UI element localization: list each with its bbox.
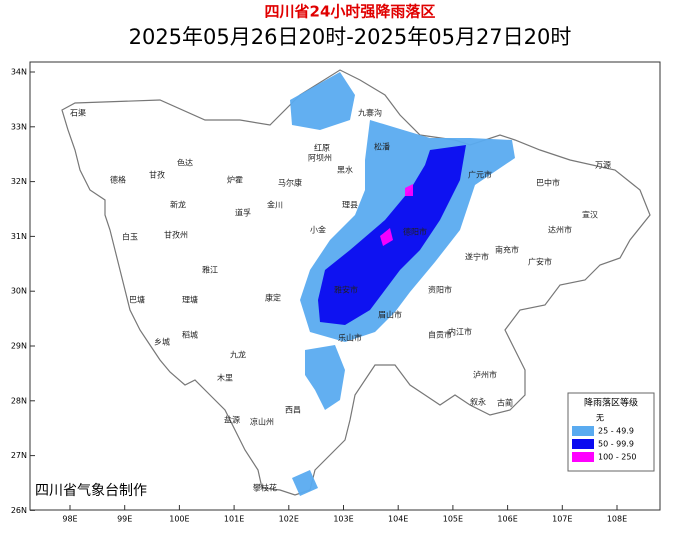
lon-tick-label: 98E — [62, 515, 77, 524]
rain-area — [405, 184, 413, 196]
place-label: 金川 — [267, 200, 283, 210]
place-label: 乐山市 — [338, 333, 362, 343]
place-label: 石渠 — [70, 108, 86, 118]
lat-tick-label: 34N — [11, 68, 27, 77]
place-label: 稻城 — [182, 330, 198, 340]
place-label: 攀枝花 — [253, 483, 277, 493]
lat-tick-label: 29N — [11, 342, 27, 351]
place-label: 新龙 — [170, 200, 186, 210]
place-label: 巴塘 — [129, 295, 145, 305]
place-label: 甘孜州 — [164, 230, 188, 240]
place-label: 遂宁市 — [465, 252, 489, 262]
place-label: 马尔康 — [278, 178, 302, 188]
place-label: 黑水 — [337, 165, 353, 175]
place-label: 乡城 — [154, 338, 170, 347]
place-label: 理县 — [342, 201, 358, 210]
place-label: 广安市 — [528, 257, 552, 267]
legend-label: 100 - 250 — [598, 453, 637, 462]
place-label: 炉霍 — [227, 175, 243, 185]
footer: 四川省气象台制作 — [35, 483, 147, 499]
legend-label: 25 - 49.9 — [598, 427, 634, 436]
place-label: 泸州市 — [473, 370, 497, 380]
place-label: 自贡市 — [428, 330, 452, 340]
place-label: 达州市 — [548, 225, 572, 235]
place-label: 叙永 — [470, 397, 486, 407]
place-label: 色达 — [177, 158, 193, 168]
place-label: 九龙 — [230, 350, 246, 360]
legend-title: 降雨落区等级 — [584, 397, 638, 409]
lat-tick-label: 28N — [11, 396, 27, 405]
axes: 34N 33N 32N 31N 30N 29N 28N 27N 26N 98E 99E 100E 101… — [11, 68, 627, 524]
place-label: 理塘 — [182, 295, 198, 305]
legend-swatch — [572, 452, 594, 462]
place-label: 万源 — [595, 161, 611, 170]
place-label: 凉山州 — [250, 417, 274, 427]
rain-area — [292, 470, 318, 496]
lon-tick-label: 105E — [443, 515, 463, 524]
place-label: 九寨沟 — [358, 108, 382, 118]
place-label: 白玉 — [122, 232, 138, 242]
lon-tick-label: 103E — [333, 515, 353, 524]
lon-tick-label: 101E — [224, 515, 244, 524]
place-label: 资阳市 — [428, 285, 452, 295]
place-label: 眉山市 — [378, 310, 402, 320]
legend-swatch — [572, 426, 594, 436]
legend: 无 25 - 49.9 50 - 99.9 100 - 250 — [572, 414, 637, 462]
legend-label: 50 - 99.9 — [598, 440, 634, 449]
lon-tick-label: 99E — [117, 515, 132, 524]
place-label: 阿坝州 — [308, 154, 332, 163]
lat-tick-label: 31N — [11, 232, 27, 241]
legend-swatch — [572, 439, 594, 449]
place-label: 雅安市 — [334, 285, 358, 295]
place-label: 德格 — [110, 175, 126, 185]
place-label: 松潘 — [374, 142, 390, 152]
place-label: 宣汉 — [582, 210, 598, 220]
place-label: 西昌 — [285, 406, 301, 415]
subtitle: 2025年05月26日20时-2025年05月27日20时 — [129, 25, 572, 49]
lon-tick-label: 106E — [497, 515, 517, 524]
lat-tick-label: 27N — [11, 451, 27, 460]
rain-area — [380, 228, 393, 246]
place-label: 广元市 — [468, 170, 492, 180]
place-label: 小金 — [310, 225, 326, 235]
place-label: 内江市 — [448, 327, 472, 337]
lat-tick-label: 26N — [11, 506, 27, 515]
lat-tick-label: 30N — [11, 287, 27, 296]
legend-label: 无 — [596, 414, 604, 423]
place-label: 南充市 — [495, 245, 519, 255]
lon-tick-label: 102E — [279, 515, 299, 524]
place-label: 康定 — [265, 293, 281, 303]
lon-tick-label: 107E — [552, 515, 572, 524]
rain-area — [305, 345, 345, 410]
title: 四川省24小时强降雨落区 — [265, 3, 436, 21]
rain-areas — [290, 72, 515, 496]
lon-tick-label: 100E — [169, 515, 189, 524]
place-label: 甘孜 — [149, 170, 165, 180]
lat-tick-label: 32N — [11, 177, 27, 186]
rain-area — [318, 145, 466, 325]
lon-tick-label: 108E — [607, 515, 627, 524]
place-label: 雅江 — [202, 265, 218, 275]
lat-tick-label: 33N — [11, 122, 27, 131]
place-label: 木里 — [217, 373, 233, 383]
place-label: 红原 — [314, 143, 330, 153]
place-label: 德阳市 — [403, 227, 427, 237]
lon-tick-label: 104E — [388, 515, 408, 524]
place-label: 巴中市 — [536, 178, 560, 188]
place-label: 古蔺 — [497, 398, 513, 408]
place-label: 道孚 — [235, 208, 251, 218]
rain-area — [290, 72, 355, 130]
place-label: 盐源 — [224, 415, 240, 425]
